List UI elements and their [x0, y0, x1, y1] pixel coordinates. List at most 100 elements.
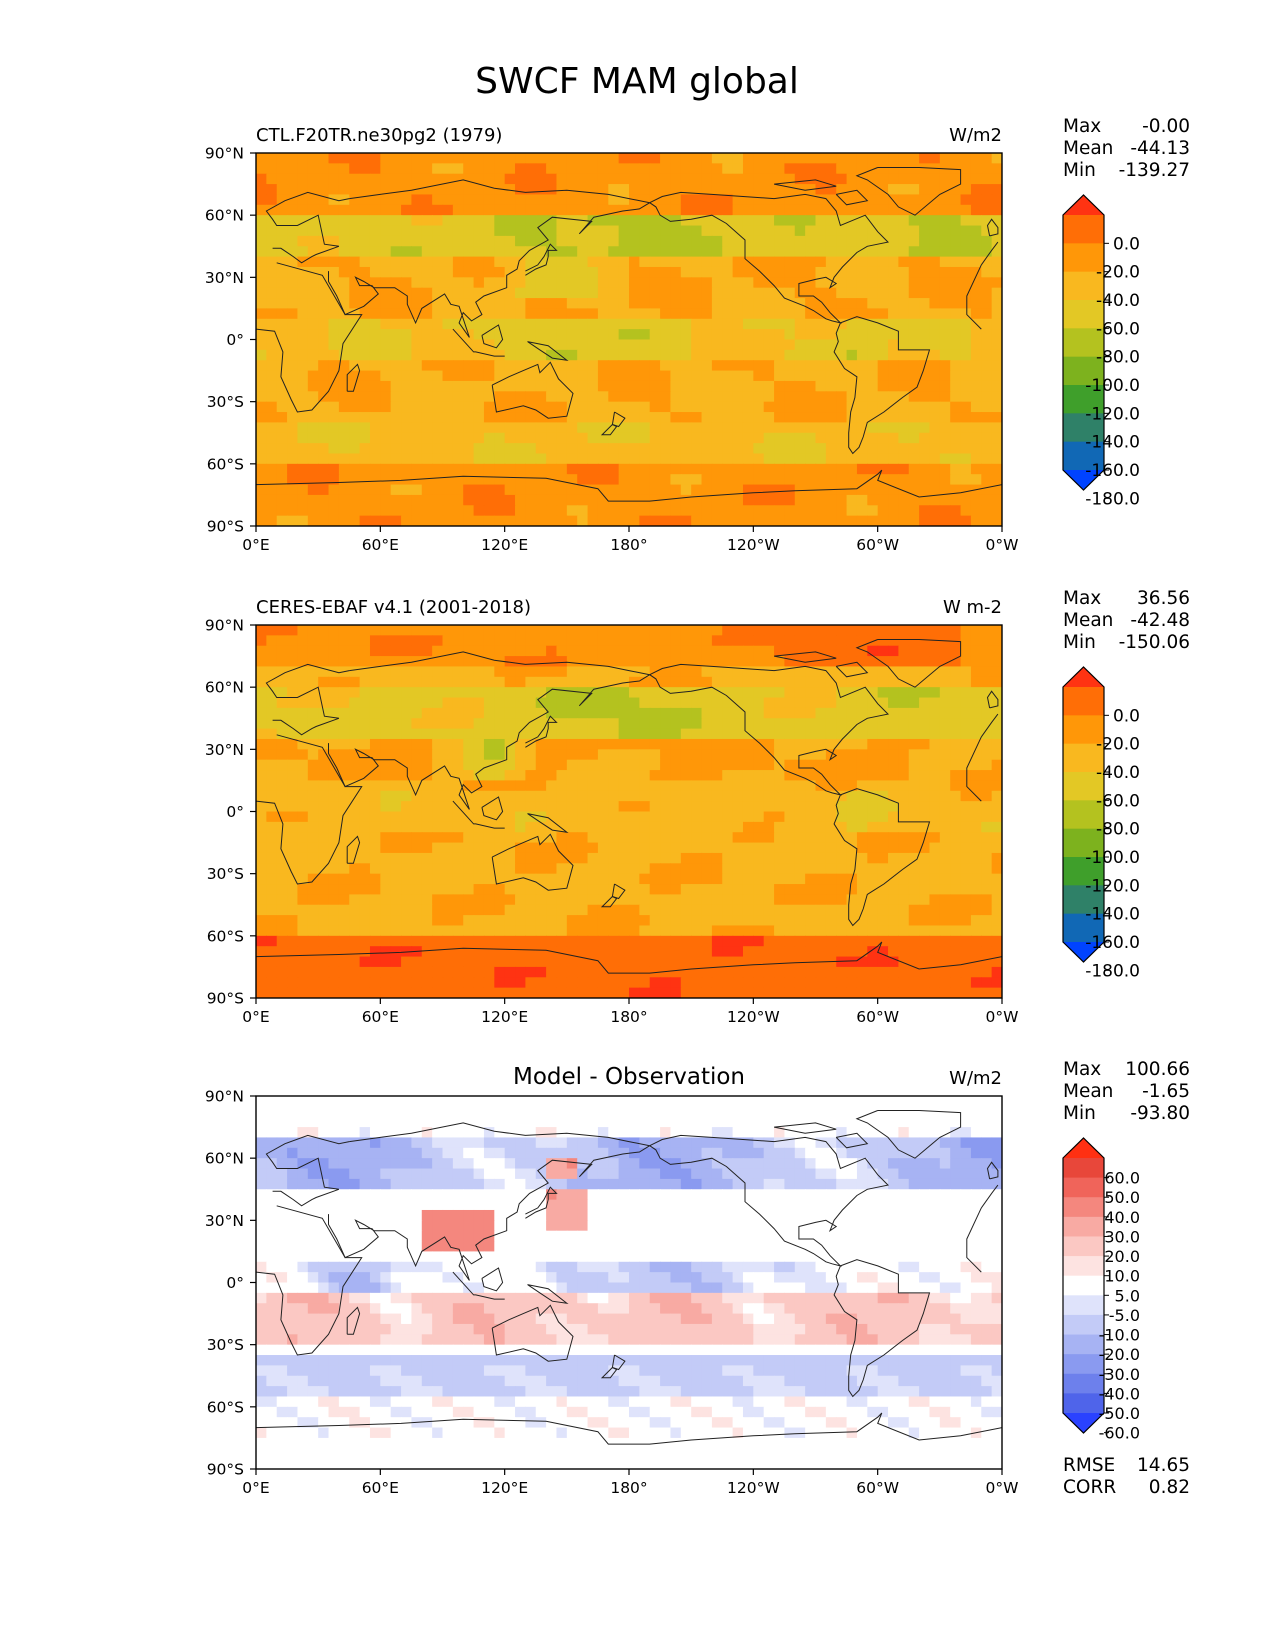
field-cell: [794, 308, 806, 320]
field-cell: [680, 925, 692, 937]
field-cell: [256, 687, 267, 699]
field-cell: [774, 163, 786, 175]
field-cell: [784, 790, 796, 802]
field-cell: [432, 749, 444, 761]
field-cell: [701, 863, 713, 875]
field-cell: [898, 687, 910, 699]
field-cell: [939, 738, 951, 750]
field-cell: [939, 474, 951, 486]
field-cell: [732, 463, 744, 475]
field-cell: [256, 204, 267, 216]
field-cell: [691, 380, 703, 392]
field-cell: [287, 453, 299, 465]
field-cell: [390, 173, 402, 185]
field-cell: [805, 153, 817, 164]
field-cell: [338, 453, 350, 465]
field-cell: [722, 884, 734, 895]
field-cell: [991, 204, 1002, 216]
field-cell: [328, 759, 340, 771]
field-cell: [318, 666, 330, 678]
map-panel-2: 0°E 60°E 120°E 180° 120°W 60°W 0°W90°N60°N30°N…: [205, 588, 1190, 1026]
field-cell: [742, 266, 754, 278]
field-cell: [660, 370, 672, 382]
field-cell: [515, 811, 526, 823]
field-cell: [722, 298, 734, 310]
field-cell: [276, 298, 288, 310]
field-cell: [297, 329, 309, 341]
field-cell: [649, 401, 661, 413]
field-cell: [432, 339, 444, 351]
coastlines: [256, 167, 1002, 502]
field-cell: [608, 194, 620, 206]
field-cell: [701, 852, 713, 864]
field-cell: [328, 443, 340, 455]
field-cell: [981, 412, 993, 423]
field-cell: [338, 163, 350, 175]
field-cell: [276, 956, 288, 968]
field-cell: [473, 443, 485, 455]
field-cell: [711, 770, 723, 782]
field-cell: [856, 246, 868, 258]
field-cell: [369, 832, 381, 844]
field-cell: [390, 194, 402, 206]
field-cell: [898, 635, 910, 647]
field-cell: [919, 790, 931, 802]
field-cell: [359, 707, 371, 719]
field-cell: [846, 360, 858, 372]
field-cell: [566, 422, 578, 434]
field-cell: [711, 925, 723, 937]
field-cell: [566, 215, 578, 227]
field-cell: [888, 173, 899, 185]
field-cell: [390, 515, 402, 526]
field-cell: [432, 515, 444, 526]
field-cell: [742, 915, 754, 927]
field-cell: [515, 728, 526, 740]
field-cell: [825, 194, 837, 206]
field-cell: [629, 821, 640, 833]
field-cell: [794, 728, 806, 740]
field-cell: [318, 801, 330, 813]
field-cell: [774, 852, 786, 864]
field-cell: [888, 749, 899, 761]
field-cell: [535, 215, 547, 227]
field-cell: [504, 707, 516, 719]
field-cell: [266, 474, 278, 486]
field-cell: [266, 432, 278, 444]
field-cell: [411, 225, 423, 237]
field-cell: [483, 749, 495, 761]
field-cell: [732, 318, 744, 330]
field-cell: [670, 494, 682, 506]
field-cell: [660, 215, 672, 227]
field-cell: [991, 505, 1002, 517]
field-cell: [680, 656, 692, 668]
field-cell: [390, 215, 402, 227]
field-cell: [856, 308, 868, 320]
field-cell: [525, 842, 537, 854]
field-cell: [421, 842, 433, 854]
field-cell: [473, 215, 485, 227]
field-cell: [608, 842, 620, 854]
field-cell: [877, 246, 889, 258]
field-cell: [577, 770, 589, 782]
field-cell: [742, 443, 754, 455]
field-cell: [587, 738, 599, 750]
field-cell: [504, 915, 516, 927]
field-cell: [629, 904, 640, 916]
field-cell: [950, 915, 962, 927]
field-cell: [950, 204, 962, 216]
field-cell: [774, 759, 786, 771]
field-cell: [556, 380, 568, 392]
field-cell: [701, 277, 713, 289]
field-cell: [629, 780, 640, 792]
field-cell: [680, 194, 692, 206]
field-cell: [556, 184, 568, 196]
field-cell: [898, 153, 910, 164]
field-cell: [774, 308, 786, 320]
field-cell: [266, 401, 278, 413]
field-cell: [515, 873, 526, 885]
field-cell: [411, 687, 423, 699]
field-cell: [898, 728, 910, 740]
field-cell: [908, 884, 920, 895]
field-cell: [338, 707, 350, 719]
field-cell: [515, 256, 526, 268]
